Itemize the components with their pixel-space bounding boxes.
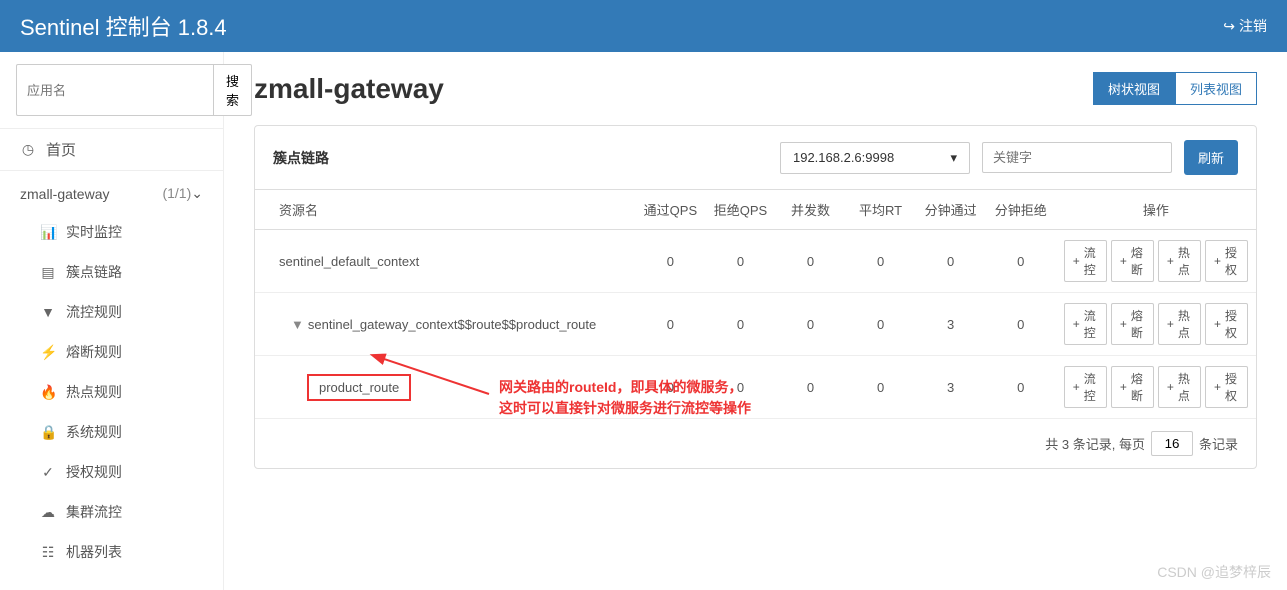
sidebar-item[interactable]: 📊实时监控	[0, 212, 223, 252]
plus-icon: +	[1214, 380, 1221, 394]
logout-link[interactable]: ↪ 注销	[1223, 16, 1267, 36]
app-search-input[interactable]	[16, 64, 214, 116]
page-title: zmall-gateway	[254, 73, 444, 105]
sidebar-item[interactable]: ▤簇点链路	[0, 252, 223, 292]
resource-name: product_route	[307, 374, 411, 401]
clock-icon: ◷	[20, 141, 36, 158]
panel-footer: 共 3 条记录, 每页 条记录	[255, 418, 1256, 468]
resource-name: sentinel_gateway_context$$route$$product…	[308, 317, 596, 332]
refresh-button[interactable]: 刷新	[1184, 140, 1238, 175]
view-tree-button[interactable]: 树状视图	[1093, 72, 1175, 105]
keyword-input[interactable]	[982, 142, 1172, 173]
sidebar-item[interactable]: ☁集群流控	[0, 492, 223, 532]
menu-icon: ✓	[40, 464, 56, 481]
plus-icon: +	[1167, 317, 1174, 331]
column-header: 资源名	[255, 190, 635, 230]
menu-icon: 🔥	[40, 384, 56, 401]
table-row: sentinel_default_context000000+流控+熔断+热点+…	[255, 230, 1256, 293]
action-button[interactable]: +授权	[1205, 303, 1248, 345]
sidebar-item[interactable]: ⚡熔断规则	[0, 332, 223, 372]
resource-name: sentinel_default_context	[279, 254, 419, 269]
table-row: product_route000030+流控+熔断+热点+授权	[255, 356, 1256, 419]
action-button[interactable]: +流控	[1064, 240, 1107, 282]
sidebar-item[interactable]: ▼流控规则	[0, 292, 223, 332]
menu-icon: ▤	[40, 264, 56, 281]
plus-icon: +	[1214, 254, 1221, 268]
plus-icon: +	[1120, 317, 1127, 331]
caret-icon[interactable]: ▼	[291, 317, 304, 332]
menu-icon: 🔒	[40, 424, 56, 441]
plus-icon: +	[1214, 317, 1221, 331]
plus-icon: +	[1120, 380, 1127, 394]
column-header: 分钟通过	[916, 190, 986, 230]
sidebar-item[interactable]: ✓授权规则	[0, 452, 223, 492]
action-button[interactable]: +热点	[1158, 303, 1201, 345]
sidebar-item[interactable]: 🔒系统规则	[0, 412, 223, 452]
action-button[interactable]: +授权	[1205, 366, 1248, 408]
column-header: 拒绝QPS	[705, 190, 775, 230]
nav-home[interactable]: ◷ 首页	[0, 128, 223, 171]
action-button[interactable]: +流控	[1064, 303, 1107, 345]
plus-icon: +	[1167, 254, 1174, 268]
action-button[interactable]: +熔断	[1111, 240, 1154, 282]
machine-dropdown[interactable]: 192.168.2.6:9998 ▾	[780, 142, 970, 174]
brand-title: Sentinel 控制台 1.8.4	[20, 10, 227, 42]
resource-table: 资源名通过QPS拒绝QPS并发数平均RT分钟通过分钟拒绝操作 sentinel_…	[255, 190, 1256, 418]
panel-title: 簇点链路	[273, 148, 329, 168]
chevron-down-icon: ⌄	[191, 185, 203, 201]
caret-down-icon: ▾	[950, 150, 957, 166]
app-header[interactable]: zmall-gateway (1/1)⌄	[0, 175, 223, 212]
plus-icon: +	[1073, 380, 1080, 394]
table-row: ▼ sentinel_gateway_context$$route$$produc…	[255, 293, 1256, 356]
main-content: zmall-gateway 树状视图 列表视图 簇点链路 192.168.2.6…	[224, 52, 1287, 590]
sidebar-item[interactable]: ☷机器列表	[0, 532, 223, 572]
column-header: 并发数	[776, 190, 846, 230]
column-header: 操作	[1056, 190, 1256, 230]
watermark: CSDN @追梦梓辰	[1157, 562, 1271, 582]
column-header: 平均RT	[846, 190, 916, 230]
menu-icon: ▼	[40, 304, 56, 320]
annotation-text: 网关路由的routeId，即具体的微服务， 这时可以直接针对微服务进行流控等操作	[499, 377, 751, 419]
column-header: 通过QPS	[635, 190, 705, 230]
sidebar: 搜索 ◷ 首页 zmall-gateway (1/1)⌄ 📊实时监控▤簇点链路▼…	[0, 52, 224, 590]
menu-icon: ☷	[40, 544, 56, 561]
view-list-button[interactable]: 列表视图	[1175, 72, 1257, 105]
top-bar: Sentinel 控制台 1.8.4 ↪ 注销	[0, 0, 1287, 52]
menu-icon: 📊	[40, 224, 56, 241]
menu-icon: ☁	[40, 504, 56, 521]
action-button[interactable]: +热点	[1158, 366, 1201, 408]
action-button[interactable]: +授权	[1205, 240, 1248, 282]
plus-icon: +	[1120, 254, 1127, 268]
logout-icon: ↪	[1223, 18, 1235, 35]
menu-icon: ⚡	[40, 344, 56, 361]
action-button[interactable]: +流控	[1064, 366, 1107, 408]
cluster-panel: 簇点链路 192.168.2.6:9998 ▾ 刷新 资源名通过QPS拒绝QPS…	[254, 125, 1257, 469]
action-button[interactable]: +热点	[1158, 240, 1201, 282]
sidebar-item[interactable]: 🔥热点规则	[0, 372, 223, 412]
action-button[interactable]: +熔断	[1111, 366, 1154, 408]
view-toggle: 树状视图 列表视图	[1093, 72, 1257, 105]
column-header: 分钟拒绝	[986, 190, 1056, 230]
plus-icon: +	[1073, 317, 1080, 331]
plus-icon: +	[1167, 380, 1174, 394]
page-size-input[interactable]	[1151, 431, 1193, 456]
plus-icon: +	[1073, 254, 1080, 268]
action-button[interactable]: +熔断	[1111, 303, 1154, 345]
